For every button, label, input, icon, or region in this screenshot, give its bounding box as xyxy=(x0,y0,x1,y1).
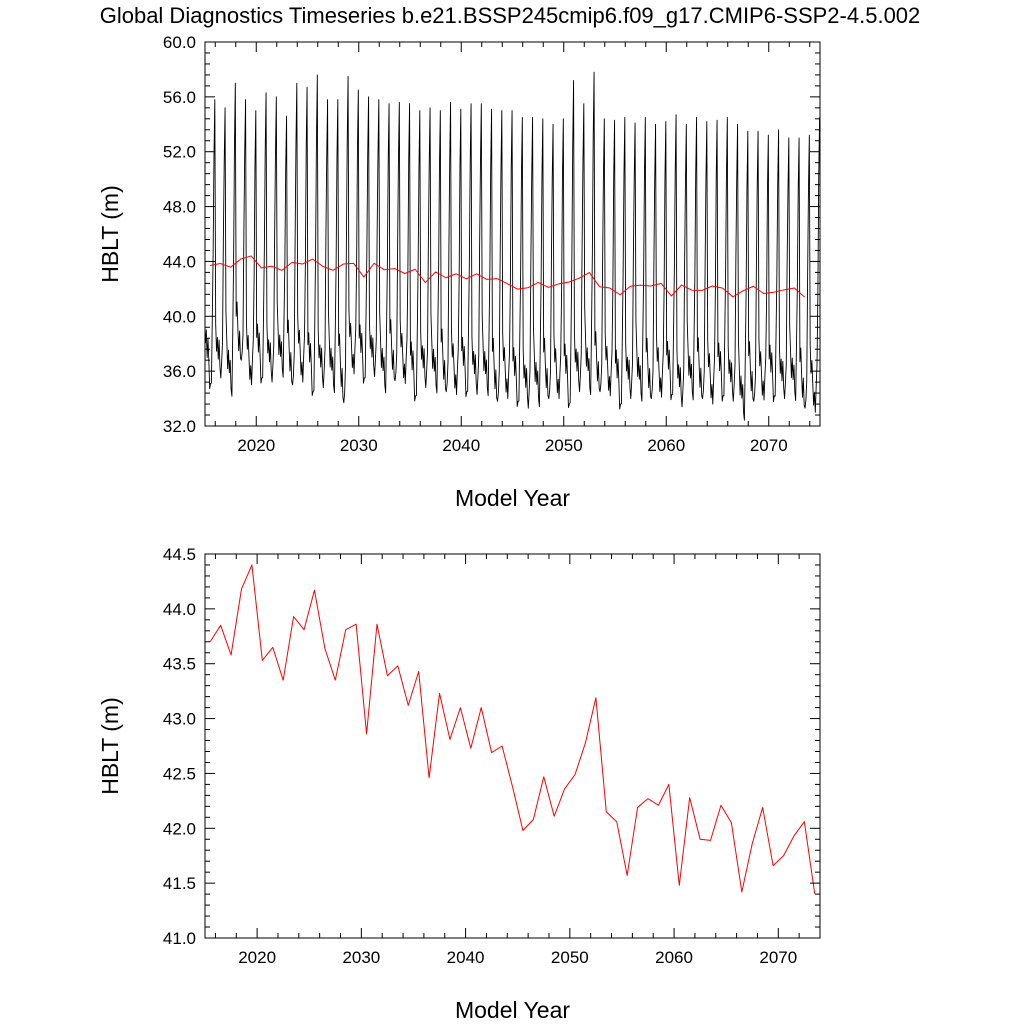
series-line-annual-mean xyxy=(209,564,816,895)
y-tick-label: 42.0 xyxy=(163,819,196,838)
y-tick-label: 44.0 xyxy=(163,252,196,271)
y-tick-label: 48.0 xyxy=(163,198,196,217)
y-tick-label: 52.0 xyxy=(163,143,196,162)
x-tick-label: 2020 xyxy=(238,948,276,967)
y-axis-title: HBLT (m) xyxy=(97,185,123,283)
x-tick-label: 2050 xyxy=(551,948,589,967)
y-tick-label: 42.5 xyxy=(163,764,196,783)
y-axis-title: HBLT (m) xyxy=(97,697,123,795)
plot-frame xyxy=(204,41,821,427)
y-tick-label: 41.5 xyxy=(163,874,196,893)
x-tick-label: 2050 xyxy=(545,436,583,455)
y-tick-label: 56.0 xyxy=(163,88,196,107)
y-tick-label: 43.0 xyxy=(163,710,196,729)
x-tick-label: 2040 xyxy=(447,948,485,967)
panel-monthly-annual: 2020 2030 2040 2050 2060 2070 32.0 36.0 40.0 44.0… xyxy=(97,33,821,511)
y-tick-label: 40.0 xyxy=(163,307,196,326)
x-axis-title: Model Year xyxy=(455,997,570,1023)
y-tick-label: 32.0 xyxy=(163,417,196,436)
plot-frame xyxy=(204,553,821,939)
x-tick-label: 2030 xyxy=(340,436,378,455)
figure-title: Global Diagnostics Timeseries b.e21.BSSP… xyxy=(100,3,921,28)
y-tick-label: 36.0 xyxy=(163,362,196,381)
x-tick-label: 2060 xyxy=(655,948,693,967)
x-tick-label: 2030 xyxy=(342,948,380,967)
y-tick-label: 44.0 xyxy=(163,600,196,619)
x-tick-label: 2040 xyxy=(442,436,480,455)
y-tick-label: 60.0 xyxy=(163,33,196,52)
x-tick-label: 2070 xyxy=(759,948,797,967)
series-line-monthly xyxy=(204,71,821,421)
y-tick-label: 44.5 xyxy=(163,545,196,564)
x-tick-label: 2060 xyxy=(647,436,685,455)
x-axis-title: Model Year xyxy=(455,485,570,511)
x-tick-label: 2070 xyxy=(750,436,788,455)
y-tick-label: 41.0 xyxy=(163,929,196,948)
panel-annual-mean: 2020 2030 2040 2050 2060 2070 41.0 41.5 42.0 42.5… xyxy=(97,545,821,1023)
x-tick-label: 2020 xyxy=(237,436,275,455)
y-tick-label: 43.5 xyxy=(163,655,196,674)
